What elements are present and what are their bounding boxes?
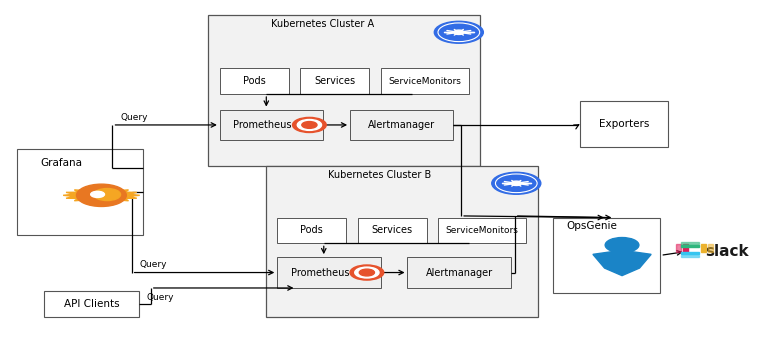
Bar <box>681 255 700 257</box>
FancyBboxPatch shape <box>278 257 381 288</box>
Circle shape <box>298 119 321 130</box>
Polygon shape <box>63 188 140 203</box>
Text: Services: Services <box>371 226 413 236</box>
FancyBboxPatch shape <box>580 101 668 147</box>
FancyBboxPatch shape <box>44 291 139 317</box>
Text: Kubernetes Cluster B: Kubernetes Cluster B <box>328 170 431 180</box>
Text: Query: Query <box>147 293 175 302</box>
Text: Pods: Pods <box>301 226 323 236</box>
Circle shape <box>301 121 317 128</box>
FancyBboxPatch shape <box>300 68 369 94</box>
FancyBboxPatch shape <box>553 218 661 293</box>
Text: Prometheus: Prometheus <box>233 120 291 130</box>
Text: Services: Services <box>314 76 355 86</box>
FancyBboxPatch shape <box>278 218 346 243</box>
Circle shape <box>491 172 541 194</box>
Text: Prometheus: Prometheus <box>291 267 349 277</box>
Text: Exporters: Exporters <box>599 119 649 129</box>
Circle shape <box>605 237 639 253</box>
Bar <box>684 244 688 252</box>
FancyBboxPatch shape <box>17 149 143 235</box>
Text: OpsGenie: OpsGenie <box>566 221 617 231</box>
FancyBboxPatch shape <box>408 257 511 288</box>
Bar <box>708 244 713 252</box>
Circle shape <box>434 21 484 43</box>
Circle shape <box>454 30 464 35</box>
Circle shape <box>359 269 375 276</box>
Circle shape <box>94 189 121 201</box>
FancyBboxPatch shape <box>220 68 288 94</box>
Circle shape <box>77 184 126 207</box>
Text: Grafana: Grafana <box>40 158 82 168</box>
Text: Query: Query <box>139 261 167 270</box>
Bar <box>681 242 700 244</box>
Circle shape <box>355 267 379 278</box>
Text: ServiceMonitors: ServiceMonitors <box>388 77 461 86</box>
FancyBboxPatch shape <box>438 218 526 243</box>
Text: Alertmanager: Alertmanager <box>426 267 493 277</box>
Bar <box>676 244 681 252</box>
Text: Query: Query <box>120 113 148 122</box>
FancyBboxPatch shape <box>358 218 427 243</box>
FancyBboxPatch shape <box>220 109 323 140</box>
Text: Kubernetes Cluster A: Kubernetes Cluster A <box>271 19 374 29</box>
FancyBboxPatch shape <box>208 15 481 166</box>
Bar <box>681 245 700 247</box>
Text: Alertmanager: Alertmanager <box>368 120 435 130</box>
FancyBboxPatch shape <box>350 109 454 140</box>
Text: slack: slack <box>705 244 749 259</box>
FancyBboxPatch shape <box>266 166 538 317</box>
Text: Pods: Pods <box>243 76 265 86</box>
Circle shape <box>91 191 105 198</box>
Bar <box>701 244 706 252</box>
Polygon shape <box>593 250 651 276</box>
Text: ServiceMonitors: ServiceMonitors <box>446 226 518 235</box>
Circle shape <box>350 265 384 280</box>
Circle shape <box>511 181 521 185</box>
Text: API Clients: API Clients <box>64 299 119 309</box>
Bar <box>681 252 700 254</box>
FancyBboxPatch shape <box>381 68 469 94</box>
Circle shape <box>292 117 326 133</box>
